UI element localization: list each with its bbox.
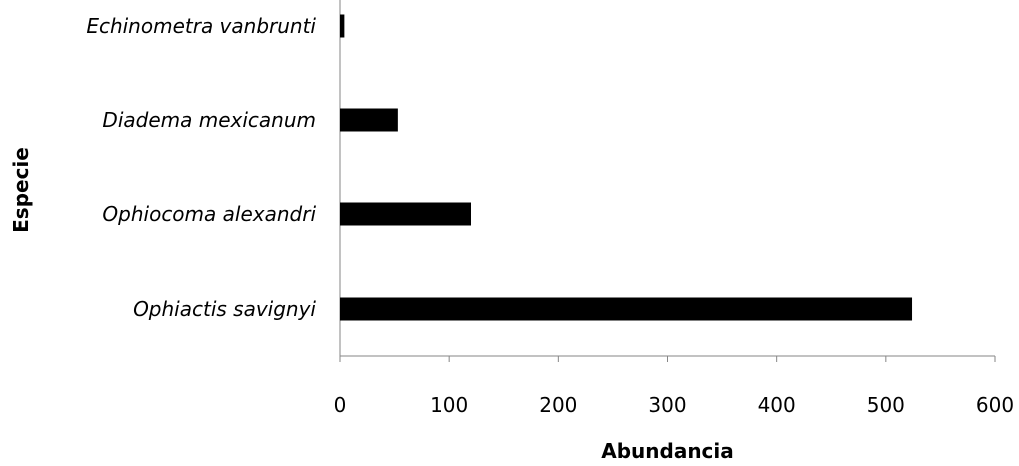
y-category-labels: Echinometra vanbrunti Diadema mexicanum Op…: [86, 14, 316, 321]
y-category-label: Echinometra vanbrunti: [86, 14, 316, 38]
x-axis-title: Abundancia: [601, 439, 734, 462]
y-category-label: Ophiocoma alexandri: [102, 202, 316, 226]
bar: [340, 108, 398, 132]
x-tick-label: 100: [430, 393, 468, 417]
x-tick-label: 400: [758, 393, 796, 417]
x-ticks: 0 100 200 300 400 500 600: [334, 356, 1014, 417]
bar: [340, 14, 345, 38]
y-axis-title: Especie: [9, 147, 33, 233]
bar: [340, 202, 471, 226]
x-tick-label: 0: [334, 393, 347, 417]
x-tick-label: 600: [976, 393, 1014, 417]
y-category-label: Diadema mexicanum: [102, 108, 316, 132]
bar: [340, 297, 913, 321]
y-category-label: Ophiactis savignyi: [133, 297, 316, 321]
x-tick-label: 500: [867, 393, 905, 417]
x-tick-label: 200: [539, 393, 577, 417]
x-tick-label: 300: [648, 393, 686, 417]
bars: [340, 14, 913, 321]
